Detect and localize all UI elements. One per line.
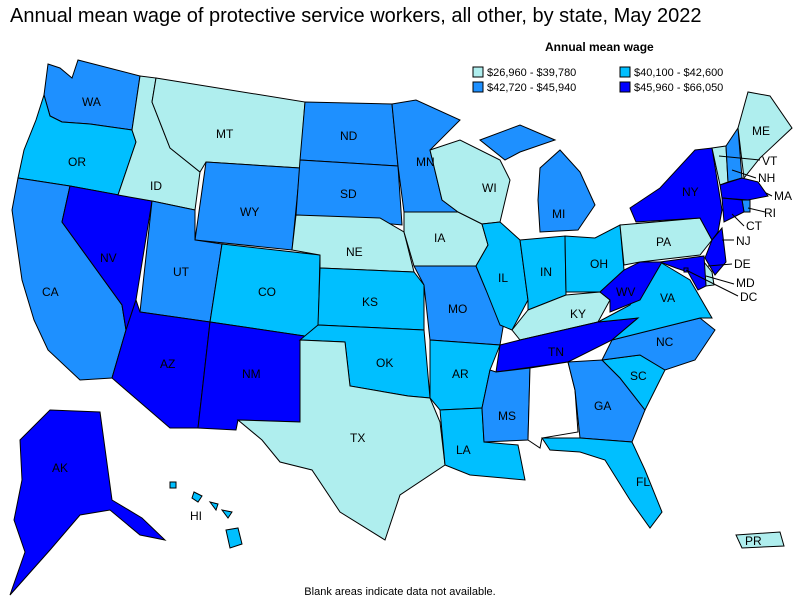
state-nd[interactable]: [299, 101, 399, 167]
footnote: Blank areas indicate data not available.: [304, 586, 495, 598]
state-ak[interactable]: [9, 409, 167, 596]
state-ms[interactable]: [481, 367, 531, 443]
state-ct[interactable]: [721, 197, 745, 223]
state-sd[interactable]: [295, 159, 403, 226]
legend-label-2: $40,100 - $42,600: [634, 67, 723, 79]
state-ky[interactable]: [511, 291, 611, 341]
legend-swatch-3: [472, 81, 484, 93]
label-ct: CT: [746, 219, 763, 233]
state-me[interactable]: [737, 91, 793, 180]
state-mi[interactable]: [479, 124, 596, 233]
label-md: MD: [736, 276, 755, 290]
state-pr[interactable]: [735, 531, 785, 549]
label-ri: RI: [764, 206, 776, 220]
legend-label-3: $42,720 - $45,940: [487, 82, 576, 94]
state-co[interactable]: [209, 243, 321, 339]
leader-lines: [685, 155, 773, 297]
label-hi: HI: [190, 509, 202, 523]
legend-swatch-1: [472, 66, 484, 78]
state-fl[interactable]: [541, 437, 663, 529]
state-tx[interactable]: [236, 339, 446, 541]
label-nj: NJ: [736, 234, 751, 248]
map-title: Annual mean wage of protective service w…: [10, 5, 701, 27]
state-md[interactable]: [659, 255, 707, 291]
state-ny[interactable]: [629, 147, 723, 241]
label-de: DE: [734, 257, 751, 271]
state-ks[interactable]: [317, 267, 425, 331]
legend-label-4: $45,960 - $66,050: [634, 82, 723, 94]
legend: Annual mean wage $26,960 - $39,780 $40,1…: [472, 40, 723, 94]
label-dc: DC: [740, 290, 758, 304]
state-al[interactable]: [527, 361, 579, 449]
state-il[interactable]: [475, 221, 529, 331]
state-wy[interactable]: [194, 161, 301, 251]
label-nh: NH: [758, 171, 775, 185]
legend-swatch-2: [619, 66, 631, 78]
legend-swatch-4: [619, 81, 631, 93]
states-layer: [9, 59, 793, 596]
legend-title: Annual mean wage: [545, 40, 654, 54]
state-hi[interactable]: [169, 481, 243, 549]
label-ma: MA: [774, 189, 792, 203]
state-wv[interactable]: [599, 261, 663, 313]
legend-label-1: $26,960 - $39,780: [487, 67, 576, 79]
state-nj[interactable]: [704, 226, 727, 276]
state-wa[interactable]: [43, 59, 141, 131]
state-nc[interactable]: [601, 317, 716, 371]
label-vt: VT: [762, 154, 778, 168]
